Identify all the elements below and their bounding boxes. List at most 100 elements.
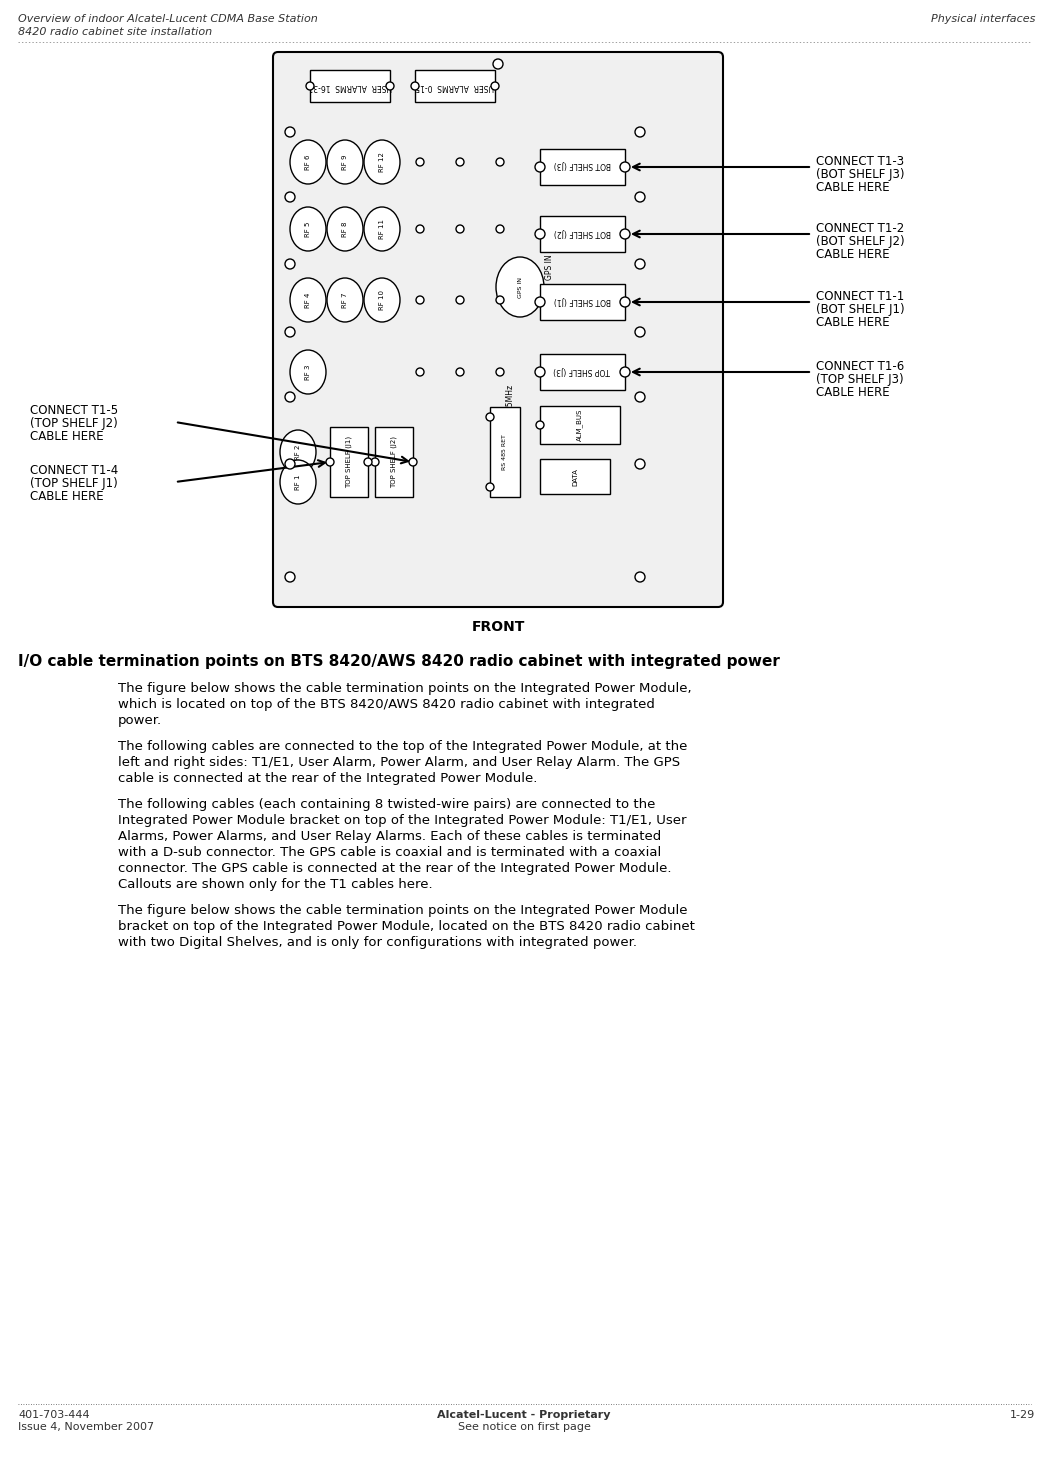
- Text: TOP SHELF (J2): TOP SHELF (J2): [390, 436, 398, 489]
- Text: Overview of indoor Alcatel-Lucent CDMA Base Station: Overview of indoor Alcatel-Lucent CDMA B…: [18, 15, 318, 24]
- Text: (TOP SHELF J1): (TOP SHELF J1): [30, 477, 117, 490]
- Text: The figure below shows the cable termination points on the Integrated Power Modu: The figure below shows the cable termina…: [117, 682, 691, 695]
- Ellipse shape: [535, 367, 545, 377]
- Ellipse shape: [411, 82, 419, 90]
- Bar: [374, 427, 413, 498]
- Text: ALM_BUS: ALM_BUS: [577, 409, 583, 442]
- Text: FRONT: FRONT: [471, 620, 524, 634]
- Text: CONNECT T1-5: CONNECT T1-5: [30, 403, 119, 417]
- Ellipse shape: [456, 368, 464, 375]
- Ellipse shape: [386, 82, 394, 90]
- Bar: [490, 406, 520, 498]
- Text: (BOT SHELF J3): (BOT SHELF J3): [816, 168, 904, 181]
- Text: The figure below shows the cable termination points on the Integrated Power Modu: The figure below shows the cable termina…: [117, 904, 687, 917]
- Ellipse shape: [285, 191, 295, 202]
- Ellipse shape: [536, 421, 544, 428]
- Text: Physical interfaces: Physical interfaces: [930, 15, 1035, 24]
- Text: Integrated Power Module bracket on top of the Integrated Power Module: T1/E1, Us: Integrated Power Module bracket on top o…: [117, 814, 686, 827]
- Text: RF 9: RF 9: [342, 155, 348, 169]
- Ellipse shape: [290, 140, 326, 184]
- Text: bracket on top of the Integrated Power Module, located on the BTS 8420 radio cab: bracket on top of the Integrated Power M…: [117, 920, 694, 933]
- Ellipse shape: [620, 367, 630, 377]
- Text: GPS IN: GPS IN: [517, 277, 522, 297]
- Ellipse shape: [409, 458, 418, 467]
- Ellipse shape: [620, 297, 630, 308]
- Text: RF 6: RF 6: [305, 155, 311, 169]
- Text: The following cables (each containing 8 twisted-wire pairs) are connected to the: The following cables (each containing 8 …: [117, 798, 656, 811]
- Text: (TOP SHELF J3): (TOP SHELF J3): [816, 372, 903, 386]
- Bar: [540, 216, 625, 252]
- Text: (TOP SHELF J2): (TOP SHELF J2): [30, 417, 117, 430]
- Ellipse shape: [635, 392, 645, 402]
- Text: RF 12: RF 12: [379, 152, 385, 172]
- Text: CONNECT T1-4: CONNECT T1-4: [30, 464, 119, 477]
- Ellipse shape: [535, 297, 545, 308]
- Text: See notice on first page: See notice on first page: [457, 1422, 591, 1432]
- Bar: [311, 71, 390, 102]
- Text: with two Digital Shelves, and is only for configurations with integrated power.: with two Digital Shelves, and is only fo…: [117, 936, 637, 949]
- Text: 401-703-444: 401-703-444: [18, 1410, 89, 1420]
- Text: power.: power.: [117, 714, 163, 727]
- Ellipse shape: [285, 392, 295, 402]
- Ellipse shape: [290, 350, 326, 394]
- Text: 1-29: 1-29: [1010, 1410, 1035, 1420]
- Ellipse shape: [496, 158, 504, 166]
- Text: RF 10: RF 10: [379, 290, 385, 311]
- Text: GPS IN: GPS IN: [545, 255, 554, 280]
- Text: BOT SHELF (J3): BOT SHELF (J3): [554, 160, 611, 169]
- Text: RS 485 RET: RS 485 RET: [502, 434, 508, 470]
- Ellipse shape: [416, 158, 424, 166]
- Text: cable is connected at the rear of the Integrated Power Module.: cable is connected at the rear of the In…: [117, 771, 537, 785]
- Text: connector. The GPS cable is connected at the rear of the Integrated Power Module: connector. The GPS cable is connected at…: [117, 863, 671, 874]
- Ellipse shape: [456, 296, 464, 305]
- Ellipse shape: [620, 230, 630, 238]
- Text: CABLE HERE: CABLE HERE: [30, 430, 104, 443]
- Ellipse shape: [364, 278, 400, 322]
- Bar: [540, 353, 625, 390]
- Ellipse shape: [280, 459, 316, 503]
- Ellipse shape: [416, 296, 424, 305]
- Ellipse shape: [456, 158, 464, 166]
- Text: CONNECT T1-3: CONNECT T1-3: [816, 155, 904, 168]
- Bar: [540, 149, 625, 185]
- Text: (BOT SHELF J2): (BOT SHELF J2): [816, 236, 904, 247]
- Ellipse shape: [371, 458, 379, 467]
- Ellipse shape: [535, 230, 545, 238]
- Ellipse shape: [280, 430, 316, 474]
- Ellipse shape: [635, 459, 645, 470]
- Text: RF 7: RF 7: [342, 293, 348, 308]
- Ellipse shape: [496, 368, 504, 375]
- Text: Alarms, Power Alarms, and User Relay Alarms. Each of these cables is terminated: Alarms, Power Alarms, and User Relay Ala…: [117, 830, 661, 843]
- Text: CABLE HERE: CABLE HERE: [816, 316, 890, 330]
- Bar: [330, 427, 368, 498]
- Text: DATA: DATA: [572, 468, 578, 486]
- Ellipse shape: [496, 258, 544, 316]
- Ellipse shape: [496, 296, 504, 305]
- Text: TOP SHELF (J3): TOP SHELF (J3): [554, 365, 611, 374]
- Text: RF 4: RF 4: [305, 293, 311, 308]
- Text: I/O cable termination points on BTS 8420/AWS 8420 radio cabinet with integrated : I/O cable termination points on BTS 8420…: [18, 654, 779, 668]
- Ellipse shape: [290, 208, 326, 252]
- Ellipse shape: [535, 162, 545, 172]
- Text: CABLE HERE: CABLE HERE: [816, 181, 890, 194]
- Ellipse shape: [635, 259, 645, 269]
- Text: Issue 4, November 2007: Issue 4, November 2007: [18, 1422, 154, 1432]
- Ellipse shape: [620, 162, 630, 172]
- Text: BOT SHELF (J2): BOT SHELF (J2): [554, 228, 611, 237]
- Ellipse shape: [364, 140, 400, 184]
- Ellipse shape: [285, 459, 295, 470]
- Text: Alcatel-Lucent - Proprietary: Alcatel-Lucent - Proprietary: [437, 1410, 611, 1420]
- Text: RF 8: RF 8: [342, 221, 348, 237]
- Text: CONNECT T1-1: CONNECT T1-1: [816, 290, 904, 303]
- Text: CONNECT T1-6: CONNECT T1-6: [816, 361, 904, 372]
- Text: which is located on top of the BTS 8420/AWS 8420 radio cabinet with integrated: which is located on top of the BTS 8420/…: [117, 698, 655, 711]
- Ellipse shape: [491, 82, 499, 90]
- FancyBboxPatch shape: [273, 52, 723, 606]
- Ellipse shape: [486, 483, 494, 492]
- Ellipse shape: [285, 573, 295, 581]
- Bar: [415, 71, 495, 102]
- Ellipse shape: [635, 127, 645, 137]
- Ellipse shape: [327, 278, 363, 322]
- Text: CONNECT T1-2: CONNECT T1-2: [816, 222, 904, 236]
- Ellipse shape: [327, 140, 363, 184]
